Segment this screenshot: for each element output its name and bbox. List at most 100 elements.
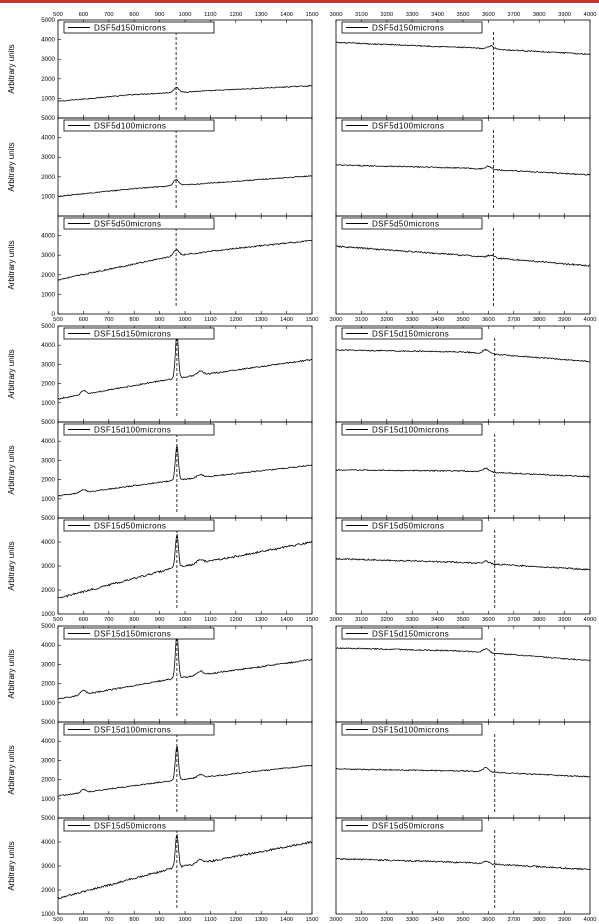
x-tick-label: 3300	[406, 317, 419, 323]
x-tick-label: 3200	[380, 617, 393, 623]
x-tick-label: 3200	[380, 917, 393, 923]
x-tick-label: 1100	[204, 317, 216, 323]
y-tick-label: 2000	[41, 381, 55, 388]
x-tick-label: 3900	[558, 12, 571, 18]
spectrum-line	[335, 41, 591, 56]
y-tick-label: 1000	[41, 193, 55, 200]
panel-2-1-right: DSF15d100microns	[335, 421, 591, 519]
spectrum-line	[335, 647, 591, 661]
x-tick-label: 3600	[482, 617, 495, 623]
panel-frame	[57, 625, 313, 723]
x-tick-label: 3900	[558, 917, 571, 923]
legend-label: DSF15d50microns	[94, 821, 166, 830]
x-tick-label: 3800	[533, 917, 546, 923]
x-tick-label: 1500	[306, 12, 319, 18]
legend-box	[341, 627, 483, 640]
panel-frame	[335, 117, 591, 217]
x-tick-label: 1000	[179, 12, 192, 18]
y-tick-label: 3000	[41, 863, 55, 870]
y-tick-label: 2000	[41, 887, 55, 894]
x-tick-label: 4000	[584, 317, 597, 323]
y-axis-label: Arbitrary units	[7, 44, 16, 93]
x-tick-label: 4000	[584, 917, 597, 923]
spectrum-line	[58, 175, 313, 197]
panel-frame	[57, 215, 313, 315]
y-tick-label: 1000	[41, 400, 55, 407]
x-tick-label: 3100	[355, 617, 368, 623]
x-tick-label: 3400	[431, 617, 444, 623]
legend-label: DSF15d150microns	[372, 329, 449, 338]
x-tick-label: 800	[129, 917, 139, 923]
x-tick-label: 3300	[406, 917, 419, 923]
x-tick-label: 3300	[406, 617, 419, 623]
x-tick-label: 3100	[355, 317, 368, 323]
spectrum-line	[57, 239, 313, 281]
x-tick-label: 1000	[179, 617, 192, 623]
legend-label: DSF5d100microns	[94, 121, 166, 130]
y-tick-label: 4000	[41, 438, 55, 445]
x-tick-label: 3800	[533, 12, 546, 18]
y-tick-label: 5000	[41, 17, 55, 24]
panel-3-2-right: 3000 3100 3200 3300 3400 3500 3600 3700 3800 3900…	[330, 817, 597, 923]
spectrum-line	[57, 445, 313, 497]
legend-box	[341, 119, 483, 132]
x-tick-label: 1100	[204, 12, 216, 18]
x-tick-label: 3200	[380, 317, 393, 323]
panel-2-1-left: 1000 2000 3000 4000 5000 Arbitrary units DSF15…	[7, 419, 313, 519]
panel-frame	[57, 117, 313, 217]
x-tick-label: 3100	[355, 917, 368, 923]
y-axis-label: Arbitrary units	[7, 240, 16, 289]
x-tick-label: 3800	[533, 317, 546, 323]
y-tick-label: 5000	[41, 719, 55, 726]
spectrum-line	[335, 767, 591, 778]
spectrum-line	[335, 164, 591, 176]
y-tick-label: 4000	[41, 135, 55, 142]
y-tick-label: 5000	[41, 323, 55, 330]
x-tick-label: 3000	[330, 12, 343, 18]
x-tick-label: 3100	[355, 12, 368, 18]
legend-box	[341, 21, 483, 34]
y-tick-label: 1000	[41, 611, 55, 618]
y-axis-label: Arbitrary units	[7, 445, 16, 494]
x-tick-label: 4000	[584, 617, 597, 623]
legend-label: DSF15d50microns	[372, 521, 444, 530]
y-tick-label: 4000	[41, 342, 55, 349]
y-tick-label: 3000	[41, 457, 55, 464]
legend-label: DSF15d50microns	[94, 521, 166, 530]
y-tick-label: 2000	[41, 174, 55, 181]
x-tick-label: 1300	[255, 12, 268, 18]
x-tick-label: 900	[155, 317, 165, 323]
y-tick-label: 3000	[41, 252, 55, 259]
y-axis-label: Arbitrary units	[7, 649, 16, 698]
legend-label: DSF15d150microns	[372, 629, 449, 638]
x-tick-label: 3000	[330, 317, 343, 323]
top-accent-bar	[0, 0, 599, 3]
x-tick-label: 600	[79, 12, 89, 18]
spectrum-line	[335, 857, 591, 871]
y-tick-label: 4000	[41, 539, 55, 546]
panel-3-1-right: DSF15d100microns	[335, 721, 591, 819]
legend-box	[341, 423, 483, 436]
legend-box	[63, 217, 215, 230]
panel-frame	[335, 517, 591, 615]
panel-3-0-left: 1000 2000 3000 4000 5000 Arbitrary units DSF15…	[7, 623, 313, 723]
legend-box	[341, 217, 483, 230]
x-tick-label: 3500	[457, 917, 470, 923]
panel-1-2-left: 0 1000 2000 3000 4000 Arbitrary units 500 600 70…	[7, 215, 318, 323]
spectrum-line	[57, 833, 313, 900]
panel-frame	[335, 325, 591, 423]
legend-label: DSF5d100microns	[372, 121, 444, 130]
x-tick-label: 1500	[306, 917, 319, 923]
x-tick-label: 3300	[406, 12, 419, 18]
x-tick-label: 1000	[179, 917, 192, 923]
y-tick-label: 3000	[41, 661, 55, 668]
panel-3-2-left: 1000 2000 3000 4000 5000 Arbitrary units 500 60…	[7, 815, 318, 923]
y-tick-label: 1000	[41, 796, 55, 803]
x-tick-label: 3600	[482, 317, 495, 323]
y-tick-label: 1000	[41, 95, 55, 102]
x-tick-label: 1400	[280, 617, 293, 623]
y-tick-label: 4000	[41, 738, 55, 745]
y-tick-label: 1000	[41, 496, 55, 503]
x-tick-label: 1200	[229, 617, 242, 623]
